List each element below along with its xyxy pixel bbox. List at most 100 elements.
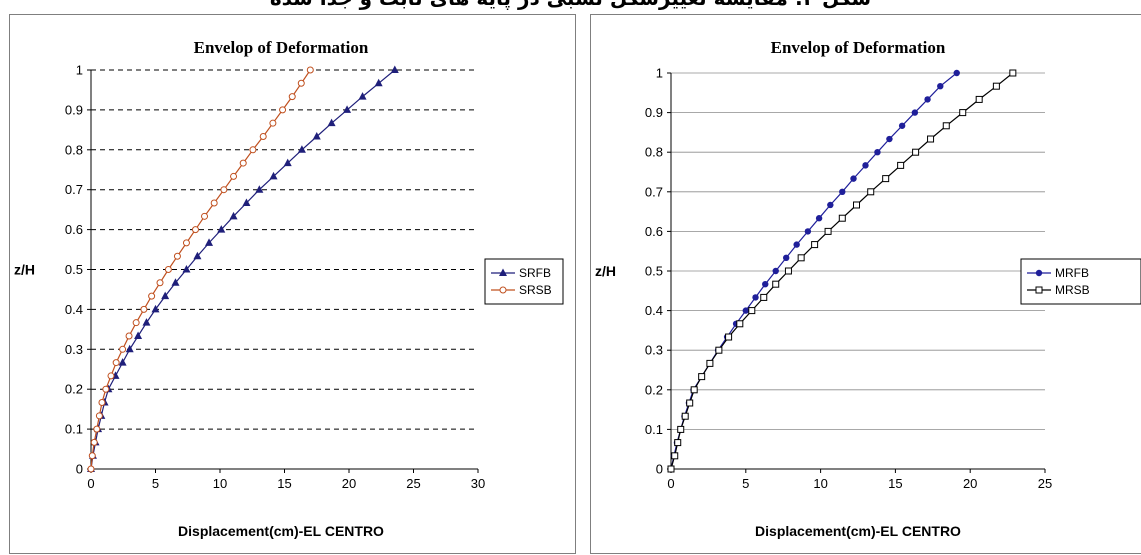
chart-0-series-1-point-26 [269,119,277,127]
chart-0-ytick-label-10: 1 [76,63,83,78]
chart-1-series-0-point-14 [762,280,769,288]
chart-1-series-1-point-15 [784,267,792,275]
chart-0-series-1-point-2 [90,438,98,446]
chart-panel-left: Envelop of Deformation 0 0.1 0.2 0.3 0.4 0.5 0.… [9,14,576,554]
chart-1-xtick-label-3: 15 [888,476,902,491]
chart-0-xtick-label-4: 20 [342,476,356,491]
chart-1-series-1-point-24 [912,148,920,156]
chart-0-series-0-point-23 [283,158,292,167]
chart-0-xtick-label-6: 30 [471,476,485,491]
chart-1-series-0-point-19 [815,215,823,222]
chart-0-series-1-point-5 [98,398,106,406]
chart-0-xtick-label-2: 10 [213,476,227,491]
chart-1-series-1-point-14 [772,280,780,288]
chart-1-xtick-label-5: 25 [1038,476,1052,491]
chart-0-series-0-point-18 [217,225,226,233]
chart-0-ytick-label-3: 0.3 [65,342,83,357]
chart-1-series-0-point-30 [953,69,960,77]
chart-0-ytick-label-0: 0 [76,462,83,477]
chart-0-series-1-point-24 [249,146,257,154]
chart-0-legend-marker-0 [499,268,507,276]
chart-1-series-1-point-5 [686,399,694,407]
chart-0-series-1-point-0 [87,465,95,473]
chart-1-series-0-point-12 [742,307,749,314]
chart-1-series-1-point-3 [677,425,685,433]
chart-1-series-1-point-2 [674,439,682,447]
chart-1-series-0-point-29 [937,82,944,90]
chart-1-series-1-point-29 [992,82,1000,90]
chart-1-series-0-point-16 [782,254,790,262]
chart-1-series-1-point-21 [867,188,875,196]
chart-0-ytick-label-6: 0.6 [65,222,83,237]
chart-1-series-0-point-15 [772,267,779,275]
chart-0-series-1-point-16 [173,252,181,260]
chart-1-series-1-point-28 [975,95,983,103]
chart-0-series-1-point-12 [140,305,148,313]
chart-0-legend-label-0: SRFB [519,266,551,280]
chart-0-series-0-point-25 [312,132,321,140]
chart-1-series-0-point-25 [886,135,893,143]
chart-0-legend-box [484,258,564,305]
chart-0-series-1-point-25 [259,133,267,141]
chart-1-series-1-point-4 [681,412,689,420]
chart-1-ylabel: z/H [595,263,616,279]
chart-1-series-0-point-20 [827,201,834,209]
chart-0-series-0-point-19 [229,211,238,220]
chart-0-legend-marker-1 [499,286,507,294]
chart-0-series-0-point-28 [358,92,367,100]
chart-1-series-0-point-22 [850,175,857,182]
chart-0-ylabel: z/H [14,262,35,278]
chart-1-legend: MRFB MRSB [1020,258,1141,305]
chart-1-legend-marker-0 [1035,269,1043,277]
chart-0-legend-label-1: SRSB [519,283,552,297]
chart-0-series-1-point-18 [191,226,199,234]
chart-1-series-1-point-7 [698,373,706,381]
chart-1-ytick-label-1: 0.1 [645,422,663,437]
chart-1-ytick-label-8: 0.8 [645,145,663,160]
chart-1-xtick-label-2: 10 [813,476,827,491]
chart-1-series-0-point-21 [839,188,846,195]
chart-1-xtick-label-4: 20 [963,476,977,491]
chart-0-series-1-point-29 [297,79,305,87]
chart-0-series-0-point-15 [182,265,191,273]
chart-1-series-1-point-8 [706,359,714,367]
chart-1-series-1-points [667,69,1017,473]
chart-1-ytick-label-5: 0.5 [645,264,663,279]
chart-1-ytick-label-7: 0.7 [645,184,663,199]
chart-0-series-1-point-13 [148,292,156,300]
chart-0-series-0-point-29 [374,78,383,87]
chart-1-series-1-point-16 [797,254,805,262]
chart-0-series-0-point-26 [327,118,336,127]
chart-1-series-1-point-20 [853,201,861,209]
chart-0-series-1-point-15 [164,266,172,273]
chart-0-series-0-point-12 [151,304,160,313]
chart-1-series-1-point-27 [959,109,967,117]
chart-panel-right: Envelop of Deformation 0 0.1 0.2 0.3 0.4 0.5 0.… [590,14,1141,554]
chart-1-ytick-label-10: 1 [656,66,663,81]
chart-1-xtick-label-0: 0 [667,476,674,491]
chart-0-series-0-point-11 [142,318,151,326]
chart-0-series-1-point-11 [132,319,140,327]
chart-right-svg: Envelop of Deformation 0 0.1 0.2 0.3 0.4 0.5 0.… [595,38,1141,539]
chart-1-legend-marker-1 [1035,286,1043,294]
chart-1-series-1-point-11 [736,320,744,328]
chart-1-series-0-point-26 [898,122,906,129]
chart-0-series-0-point-22 [269,171,278,180]
chart-0-series-0-point-27 [343,105,352,113]
chart-1-series-1-point-19 [838,214,846,222]
chart-0-series-1-point-21 [220,186,228,194]
chart-0-series-0-point-20 [242,198,251,206]
chart-1-title: Envelop of Deformation [771,38,946,57]
chart-0-series-0-points [87,65,399,472]
chart-1-legend-label-1: MRSB [1055,283,1090,297]
chart-0-series-0-point-21 [255,185,264,193]
chart-1-series-0-point-27 [911,109,919,116]
chart-0-series-0-point-9 [125,344,134,353]
chart-1-ytick-label-6: 0.6 [645,224,663,239]
chart-0-series-1-point-9 [119,345,127,353]
chart-1-series-1-point-18 [824,227,832,235]
chart-0-series-0-point-10 [134,331,143,340]
chart-0-series-1-point-22 [230,172,238,180]
chart-1-series-1-point-17 [811,241,819,249]
chart-0-series-1-point-27 [279,106,287,114]
